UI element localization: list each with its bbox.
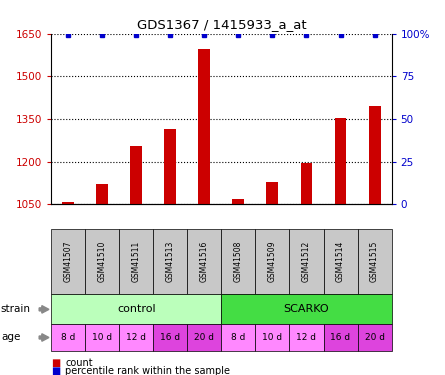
Text: SCARKO: SCARKO — [283, 304, 329, 314]
Text: strain: strain — [1, 304, 31, 314]
Bar — [198, 50, 210, 204]
Text: GSM41514: GSM41514 — [336, 241, 345, 282]
Text: GSM41507: GSM41507 — [64, 241, 73, 282]
Text: 8 d: 8 d — [61, 333, 75, 342]
Bar — [232, 199, 244, 204]
Bar — [130, 146, 142, 204]
Text: 8 d: 8 d — [231, 333, 246, 342]
Text: percentile rank within the sample: percentile rank within the sample — [65, 366, 231, 375]
Text: ■: ■ — [51, 366, 61, 375]
Text: GSM41509: GSM41509 — [268, 241, 277, 282]
Bar — [335, 118, 347, 204]
Text: GSM41513: GSM41513 — [166, 241, 175, 282]
Bar — [267, 182, 279, 204]
Bar — [164, 129, 176, 204]
Text: GSM41510: GSM41510 — [98, 241, 107, 282]
Bar — [96, 184, 108, 204]
Text: 16 d: 16 d — [331, 333, 351, 342]
Bar — [368, 106, 380, 204]
Text: GSM41516: GSM41516 — [200, 241, 209, 282]
Text: 20 d: 20 d — [364, 333, 384, 342]
Text: count: count — [65, 358, 93, 368]
Text: age: age — [1, 333, 20, 342]
Text: 20 d: 20 d — [194, 333, 214, 342]
Text: GSM41508: GSM41508 — [234, 241, 243, 282]
Text: 16 d: 16 d — [160, 333, 180, 342]
Bar — [300, 163, 312, 204]
Title: GDS1367 / 1415933_a_at: GDS1367 / 1415933_a_at — [137, 18, 306, 31]
Text: 10 d: 10 d — [263, 333, 283, 342]
Text: GSM41515: GSM41515 — [370, 241, 379, 282]
Text: control: control — [117, 304, 156, 314]
Text: GSM41511: GSM41511 — [132, 241, 141, 282]
Text: 12 d: 12 d — [296, 333, 316, 342]
Text: 12 d: 12 d — [126, 333, 146, 342]
Bar — [62, 201, 74, 204]
Text: ■: ■ — [51, 358, 61, 368]
Text: 10 d: 10 d — [92, 333, 112, 342]
Text: GSM41512: GSM41512 — [302, 241, 311, 282]
